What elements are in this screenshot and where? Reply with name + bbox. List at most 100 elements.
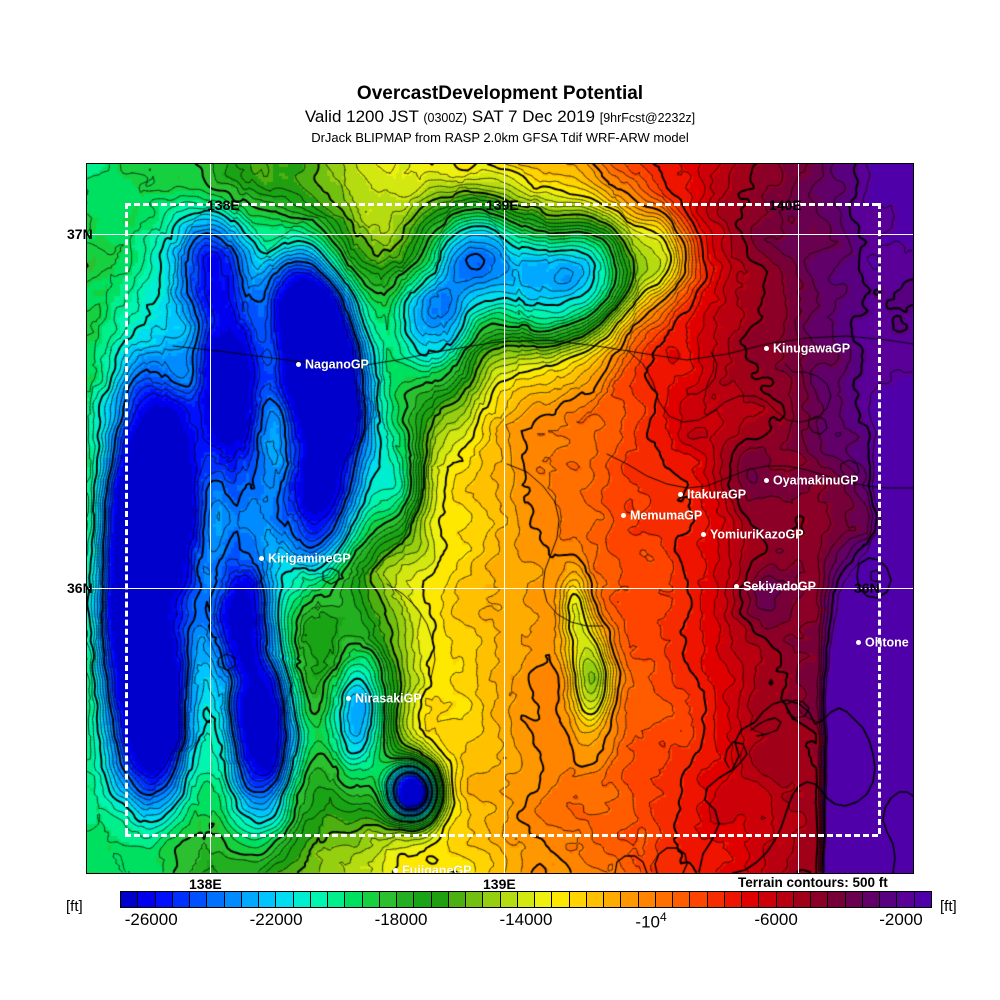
colorbar-tick-label: -14000 bbox=[499, 910, 553, 929]
domain-box-top bbox=[125, 203, 878, 206]
colorbar-swatch bbox=[397, 892, 415, 907]
subtitle-forecast: [9hrFcst@2232z] bbox=[599, 111, 696, 125]
station-dot-icon bbox=[856, 640, 861, 646]
page-subtitle: Valid 1200 JST (0300Z) SAT 7 Dec 2019 [9… bbox=[0, 106, 1000, 129]
label-lon-138e-bottom: 138E bbox=[189, 876, 222, 892]
label-lat-36n-left: 36N bbox=[67, 580, 93, 596]
station-label: NaganoGP bbox=[305, 357, 369, 372]
subtitle-utc: (0300Z) bbox=[423, 111, 468, 125]
colorbar-swatch bbox=[241, 892, 259, 907]
colorbar-swatch bbox=[862, 892, 880, 907]
station-dot-icon bbox=[393, 868, 398, 873]
station-label: KirigamineGP bbox=[268, 551, 351, 566]
colorbar-swatch bbox=[776, 892, 794, 907]
model-line: DrJack BLIPMAP from RASP 2.0km GFSA Tdif… bbox=[311, 130, 689, 145]
gridline-lon-139e bbox=[504, 164, 505, 873]
map-panel[interactable]: 138E 139E 140E 36N NaganoGP KirigamineGP N… bbox=[86, 163, 914, 874]
colorbar-swatch bbox=[259, 892, 277, 907]
station-label: NirasakiGP bbox=[355, 691, 422, 706]
terrain-heatmap bbox=[87, 164, 913, 873]
station-dot-icon bbox=[764, 478, 769, 484]
colorbar-swatch bbox=[569, 892, 587, 907]
colorbar-tick-label: -26000 bbox=[124, 910, 178, 929]
colorbar-swatch bbox=[604, 892, 622, 907]
subtitle-date: SAT 7 Dec 2019 bbox=[471, 107, 596, 126]
colorbar-swatch bbox=[880, 892, 898, 907]
colorbar-swatch bbox=[414, 892, 432, 907]
colorbar-swatch bbox=[897, 892, 915, 907]
station-marker: KirigamineGP bbox=[259, 552, 351, 565]
station-label: OyamakinuGP bbox=[773, 473, 859, 488]
station-dot-icon bbox=[621, 513, 626, 519]
colorbar-swatch bbox=[362, 892, 380, 907]
colorbar-unit-right: [ft] bbox=[940, 898, 957, 915]
colorbar-swatch bbox=[914, 892, 931, 907]
subtitle-valid: Valid 1200 JST bbox=[304, 107, 419, 126]
station-marker: SekiyadoGP bbox=[734, 580, 816, 593]
station-label: YomiuriKazoGP bbox=[710, 527, 804, 542]
station-dot-icon bbox=[259, 556, 264, 562]
colorbar-swatch bbox=[224, 892, 242, 907]
label-lon-139e-bottom: 139E bbox=[483, 876, 516, 892]
colorbar-unit-left: [ft] bbox=[66, 898, 83, 915]
label-lat-36n-right: 36N bbox=[854, 580, 880, 596]
station-label: MemumaGP bbox=[630, 508, 703, 523]
colorbar-swatch bbox=[742, 892, 760, 907]
domain-box-right bbox=[878, 203, 881, 834]
colorbar-swatch bbox=[345, 892, 363, 907]
colorbar-swatch bbox=[535, 892, 553, 907]
colorbar-tick-label: -18000 bbox=[374, 910, 428, 929]
station-marker: MemumaGP bbox=[621, 509, 702, 522]
gridline-lon-140e bbox=[798, 164, 799, 873]
colorbar-swatches bbox=[120, 891, 932, 908]
station-marker: NirasakiGP bbox=[346, 692, 422, 705]
colorbar-swatch bbox=[155, 892, 173, 907]
colorbar-swatch bbox=[673, 892, 691, 907]
colorbar-tick-label: -6000 bbox=[754, 910, 798, 929]
colorbar-tick-label: -22000 bbox=[249, 910, 303, 929]
station-marker: FujiganeGP bbox=[393, 863, 472, 874]
label-lon-138e-top: 138E bbox=[207, 197, 240, 213]
colorbar-swatch bbox=[811, 892, 829, 907]
colorbar-swatch bbox=[483, 892, 501, 907]
domain-box-left bbox=[125, 203, 128, 834]
colorbar-tick-label: -2000 bbox=[879, 910, 923, 929]
colorbar-swatch bbox=[500, 892, 518, 907]
colorbar-tick-label: -104 bbox=[635, 910, 667, 932]
colorbar-swatch bbox=[845, 892, 863, 907]
colorbar-swatch bbox=[466, 892, 484, 907]
station-marker: OyamakinuGP bbox=[764, 474, 858, 487]
colorbar-swatch bbox=[586, 892, 604, 907]
station-label: Ohtone bbox=[865, 635, 909, 650]
colorbar-swatch bbox=[552, 892, 570, 907]
colorbar-swatch bbox=[310, 892, 328, 907]
colorbar-swatch bbox=[190, 892, 208, 907]
station-dot-icon bbox=[764, 346, 769, 352]
station-marker: NaganoGP bbox=[296, 358, 369, 371]
label-lat-37n-left: 37N bbox=[67, 226, 93, 242]
colorbar-swatch bbox=[621, 892, 639, 907]
colorbar-swatch bbox=[793, 892, 811, 907]
station-marker: ItakuraGP bbox=[678, 488, 746, 501]
colorbar-swatch bbox=[276, 892, 294, 907]
station-dot-icon bbox=[734, 584, 739, 590]
colorbar-swatch bbox=[379, 892, 397, 907]
colorbar-swatch bbox=[207, 892, 225, 907]
station-marker: YomiuriKazoGP bbox=[701, 528, 804, 541]
colorbar-swatch bbox=[638, 892, 656, 907]
station-marker: Ohtone bbox=[856, 636, 909, 649]
colorbar-swatch bbox=[690, 892, 708, 907]
station-label: KinugawaGP bbox=[773, 341, 851, 356]
colorbar-swatch bbox=[121, 892, 139, 907]
station-label: SekiyadoGP bbox=[743, 579, 816, 594]
colorbar-swatch bbox=[448, 892, 466, 907]
colorbar-swatch bbox=[172, 892, 190, 907]
station-dot-icon bbox=[296, 362, 301, 368]
page-title: OvercastDevelopment Potential bbox=[356, 83, 644, 104]
label-lon-140e-top: 140E bbox=[769, 197, 802, 213]
station-dot-icon bbox=[678, 492, 683, 498]
station-label: FujiganeGP bbox=[402, 863, 472, 874]
gridline-lon-138e bbox=[210, 164, 211, 873]
terrain-contour-note: Terrain contours: 500 ft bbox=[738, 875, 888, 890]
header-titles: OvercastDevelopment Potential Valid 1200… bbox=[0, 84, 1000, 146]
